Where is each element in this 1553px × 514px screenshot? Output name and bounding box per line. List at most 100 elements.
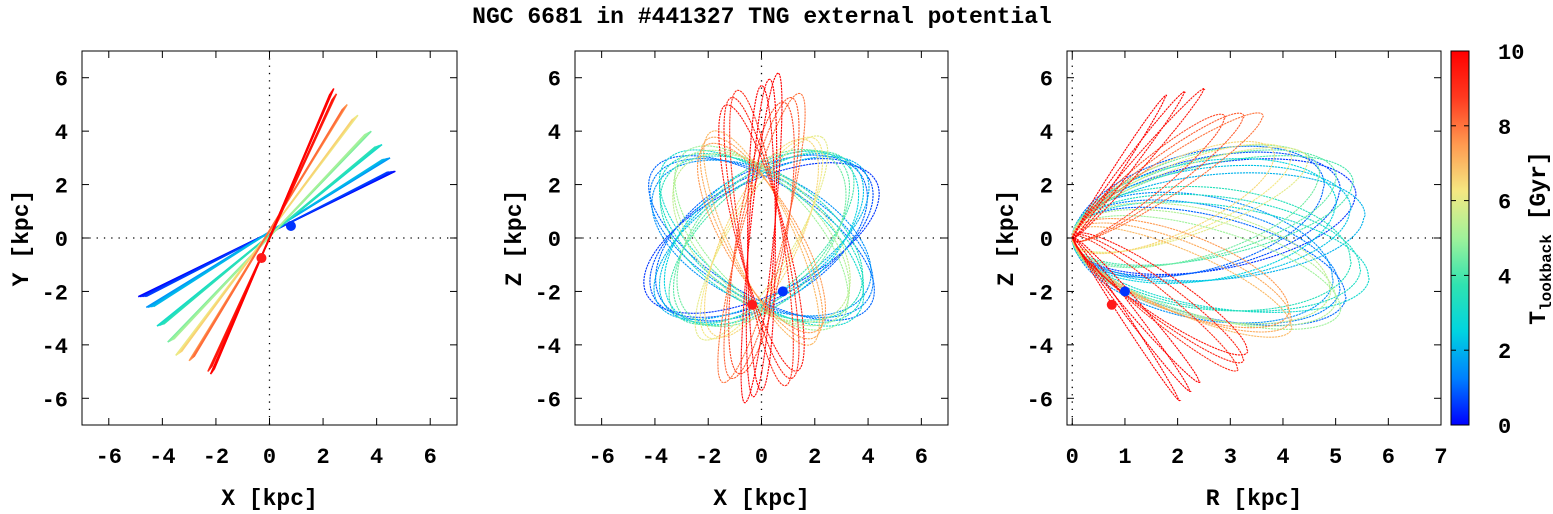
y-axis-label: Z [kpc] xyxy=(994,190,1020,287)
y-tick-label: 4 xyxy=(1040,121,1053,146)
y-tick-label: -2 xyxy=(535,281,561,306)
panel-3: 0 1 2 3 4 5 6 7 -6 -4 -2 0 2 4 6 R [kpc] Z [kpc] xyxy=(994,50,1448,512)
y-tick-label: 6 xyxy=(55,68,68,93)
orbit-loop xyxy=(1071,233,1245,364)
orbit-loop xyxy=(747,85,776,391)
x-tick-label: 4 xyxy=(370,445,383,470)
chart-title: NGC 6681 in #441327 TNG external potenti… xyxy=(472,4,1052,30)
colorbar-tick-label: 6 xyxy=(1498,191,1511,216)
colorbar-tick-label: 4 xyxy=(1498,265,1511,290)
orbit-loop xyxy=(699,136,824,340)
orbit-loop xyxy=(1071,151,1341,277)
orbit-loop xyxy=(745,78,778,398)
x-tick-label: 6 xyxy=(915,445,928,470)
y-tick-label: 4 xyxy=(548,121,561,146)
orbit-loop xyxy=(740,72,783,404)
x-tick-label: 6 xyxy=(1382,445,1395,470)
orbit-loop xyxy=(1071,172,1366,282)
orbit-loop xyxy=(1071,164,1352,283)
x-tick-label: 5 xyxy=(1329,445,1342,470)
orbit-loop xyxy=(659,155,864,321)
orbit-traces xyxy=(643,72,880,404)
x-tick-label: 7 xyxy=(1434,445,1447,470)
y-tick-label: -6 xyxy=(1027,388,1053,413)
y-tick-label: -4 xyxy=(42,335,68,360)
orbit-loop xyxy=(696,142,827,334)
colorbar-label-unit: [Gyr] xyxy=(1526,151,1552,234)
orbit-loop xyxy=(1071,112,1245,243)
orbit-loop xyxy=(1071,146,1309,253)
x-tick-label: 1 xyxy=(1118,445,1131,470)
orbit-loop xyxy=(1071,140,1276,255)
y-tick-label: -6 xyxy=(535,388,561,413)
colorbar-tick-label: 8 xyxy=(1498,116,1511,141)
y-tick-label: 0 xyxy=(1040,228,1053,253)
x-tick-label: -2 xyxy=(695,445,721,470)
y-tick-label: 2 xyxy=(548,175,561,200)
x-tick-label: 4 xyxy=(1276,445,1289,470)
orbit-loop xyxy=(704,138,819,338)
y-tick-label: -6 xyxy=(42,388,68,413)
colorbar-label-sub: lookback xyxy=(1538,234,1553,311)
colorbar-gradient xyxy=(1450,50,1470,426)
panels: -6 -4 -2 0 2 4 6 -6 -4 -2 0 2 4 6 X [kpc] Y [kpc] -6 -4 -2… xyxy=(9,50,1448,512)
start-position-marker xyxy=(1106,299,1117,310)
orbit-loop xyxy=(1071,215,1342,330)
orbit-loop xyxy=(648,155,875,321)
orbit-loop xyxy=(723,96,800,380)
orbit-loop xyxy=(1071,88,1206,240)
present-position-marker xyxy=(1119,286,1130,297)
orbit-loop xyxy=(1071,112,1264,243)
orbit-loop xyxy=(1071,202,1332,325)
y-tick-label: 2 xyxy=(55,175,68,200)
start-position-marker xyxy=(747,299,758,310)
y-tick-label: 0 xyxy=(548,228,561,253)
colorbar-label-main: T xyxy=(1526,311,1552,325)
orbit-loop xyxy=(1071,236,1201,384)
x-tick-label: 3 xyxy=(1224,445,1237,470)
orbit-loop xyxy=(651,159,872,317)
orbit-loop xyxy=(643,162,880,314)
x-tick-label: -2 xyxy=(203,445,229,470)
orbit-segment xyxy=(193,108,344,358)
orbit-loop xyxy=(658,153,865,323)
orbit-loop xyxy=(1071,158,1337,284)
orbit-loop xyxy=(1071,237,1182,402)
y-tick-label: 0 xyxy=(55,228,68,253)
x-tick-label: -4 xyxy=(149,445,175,470)
start-position-marker xyxy=(256,253,267,264)
y-tick-label: 2 xyxy=(1040,175,1053,200)
orbit-loop xyxy=(674,145,849,331)
x-tick-label: 4 xyxy=(861,445,874,470)
colorbar-label: Tlookback [Gyr] xyxy=(1526,151,1553,324)
y-tick-label: -2 xyxy=(42,281,68,306)
colorbar: 0 2 4 6 8 10 Tlookback [Gyr] xyxy=(1450,41,1553,440)
y-axis-label: Z [kpc] xyxy=(502,190,528,287)
panel-1: -6 -4 -2 0 2 4 6 -6 -4 -2 0 2 4 6 X [kpc] Y [kpc] xyxy=(9,50,458,512)
orbit-loop xyxy=(1071,226,1293,338)
colorbar-tick-label: 0 xyxy=(1498,415,1511,440)
colorbar-tick-label: 2 xyxy=(1498,340,1511,365)
orbit-loop xyxy=(1071,201,1370,313)
y-tick-label: -4 xyxy=(535,335,561,360)
x-tick-label: 2 xyxy=(808,445,821,470)
x-tick-label: -6 xyxy=(96,445,122,470)
y-tick-label: 6 xyxy=(548,68,561,93)
y-tick-label: -2 xyxy=(1027,281,1053,306)
plot-frame xyxy=(574,50,949,426)
orbit-loop xyxy=(663,150,860,326)
orbit-loop xyxy=(655,154,868,322)
x-tick-label: 0 xyxy=(1066,445,1079,470)
y-tick-label: 6 xyxy=(1040,68,1053,93)
plot-frame xyxy=(1066,50,1442,426)
panel-2: -6 -4 -2 0 2 4 6 -6 -4 -2 0 2 4 6 X [kpc] Z [kpc] xyxy=(502,50,949,512)
orbit-loop xyxy=(649,158,874,318)
orbit-segment xyxy=(213,93,331,370)
orbit-loop xyxy=(1071,236,1192,393)
present-position-marker xyxy=(777,286,788,297)
orbit-loop xyxy=(728,101,795,375)
orbit-loop xyxy=(1071,222,1292,333)
y-tick-label: -4 xyxy=(1027,335,1053,360)
present-position-marker xyxy=(285,220,296,231)
